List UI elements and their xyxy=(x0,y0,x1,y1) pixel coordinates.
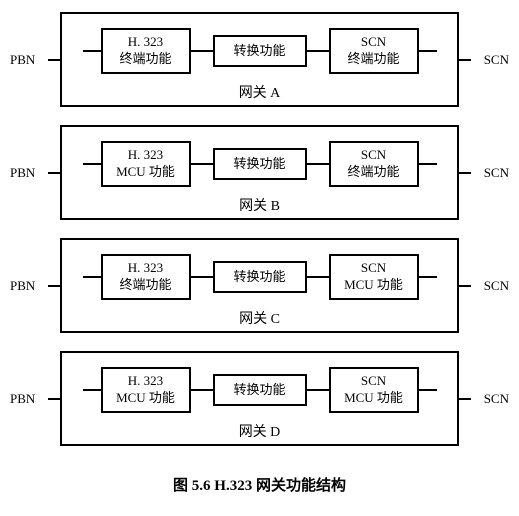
inner-line xyxy=(419,389,437,391)
inner-line xyxy=(83,276,101,278)
inner-line xyxy=(83,389,101,391)
box-text: 转换功能 xyxy=(233,43,285,60)
inner-line xyxy=(191,50,213,52)
box-text: 转换功能 xyxy=(233,382,285,399)
inner-line xyxy=(191,163,213,165)
h323-box: H. 323 终端功能 xyxy=(101,254,191,300)
gateway-label: 网关 D xyxy=(239,421,281,441)
gateway-d: H. 323 MCU 功能 转换功能 SCN MCU 功能 网关 D xyxy=(60,351,459,446)
connector-line xyxy=(48,398,60,400)
connector-line xyxy=(459,172,471,174)
gateway-label: 网关 A xyxy=(239,82,281,102)
inner-line xyxy=(419,163,437,165)
gateway-b: H. 323 MCU 功能 转换功能 SCN 终端功能 网关 B xyxy=(60,125,459,220)
gateway-boxes: H. 323 MCU 功能 转换功能 SCN MCU 功能 xyxy=(62,367,457,413)
box-text: 终端功能 xyxy=(347,164,399,181)
gateway-label: 网关 B xyxy=(239,195,280,215)
gateway-row-b: PBN H. 323 MCU 功能 转换功能 SCN 终端功能 xyxy=(10,125,509,220)
box-text: 转换功能 xyxy=(233,156,285,173)
gateway-row-d: PBN H. 323 MCU 功能 转换功能 SCN MCU 功能 xyxy=(10,351,509,446)
inner-line xyxy=(307,163,329,165)
gateway-label: 网关 C xyxy=(239,308,280,328)
box-text: MCU 功能 xyxy=(344,390,403,407)
h323-box: H. 323 MCU 功能 xyxy=(101,367,191,413)
gateway-boxes: H. 323 终端功能 转换功能 SCN 终端功能 xyxy=(62,28,457,74)
box-text: 终端功能 xyxy=(119,277,171,294)
diagram-container: PBN H. 323 终端功能 转换功能 SCN 终端功能 xyxy=(10,12,509,495)
convert-box: 转换功能 xyxy=(213,374,307,406)
convert-box: 转换功能 xyxy=(213,261,307,293)
gateway-c: H. 323 终端功能 转换功能 SCN MCU 功能 网关 C xyxy=(60,238,459,333)
inner-line xyxy=(83,50,101,52)
box-text: SCN xyxy=(361,260,386,277)
box-text: H. 323 xyxy=(128,34,163,51)
box-text: MCU 功能 xyxy=(116,390,175,407)
box-text: H. 323 xyxy=(128,260,163,277)
inner-line xyxy=(191,389,213,391)
convert-box: 转换功能 xyxy=(213,35,307,67)
h323-box: H. 323 终端功能 xyxy=(101,28,191,74)
box-text: MCU 功能 xyxy=(344,277,403,294)
box-text: SCN xyxy=(361,373,386,390)
gateway-boxes: H. 323 MCU 功能 转换功能 SCN 终端功能 xyxy=(62,141,457,187)
convert-box: 转换功能 xyxy=(213,148,307,180)
connector-line xyxy=(48,59,60,61)
box-text: SCN xyxy=(361,34,386,51)
box-text: 终端功能 xyxy=(347,51,399,68)
h323-box: H. 323 MCU 功能 xyxy=(101,141,191,187)
left-label: PBN xyxy=(10,278,48,294)
connector-line xyxy=(459,285,471,287)
box-text: H. 323 xyxy=(128,373,163,390)
right-label: SCN xyxy=(471,391,509,407)
inner-line xyxy=(307,389,329,391)
right-label: SCN xyxy=(471,278,509,294)
left-label: PBN xyxy=(10,165,48,181)
box-text: 终端功能 xyxy=(119,51,171,68)
gateway-a: H. 323 终端功能 转换功能 SCN 终端功能 网关 A xyxy=(60,12,459,107)
gateway-row-c: PBN H. 323 终端功能 转换功能 SCN MCU 功能 xyxy=(10,238,509,333)
connector-line xyxy=(48,172,60,174)
scn-box: SCN MCU 功能 xyxy=(329,367,419,413)
right-label: SCN xyxy=(471,52,509,68)
inner-line xyxy=(83,163,101,165)
box-text: 转换功能 xyxy=(233,269,285,286)
right-label: SCN xyxy=(471,165,509,181)
box-text: H. 323 xyxy=(128,147,163,164)
left-label: PBN xyxy=(10,391,48,407)
figure-caption: 图 5.6 H.323 网关功能结构 xyxy=(10,474,509,495)
scn-box: SCN 终端功能 xyxy=(329,28,419,74)
inner-line xyxy=(307,276,329,278)
left-label: PBN xyxy=(10,52,48,68)
connector-line xyxy=(48,285,60,287)
scn-box: SCN 终端功能 xyxy=(329,141,419,187)
inner-line xyxy=(419,276,437,278)
inner-line xyxy=(307,50,329,52)
gateway-boxes: H. 323 终端功能 转换功能 SCN MCU 功能 xyxy=(62,254,457,300)
connector-line xyxy=(459,398,471,400)
box-text: SCN xyxy=(361,147,386,164)
inner-line xyxy=(191,276,213,278)
connector-line xyxy=(459,59,471,61)
inner-line xyxy=(419,50,437,52)
gateway-row-a: PBN H. 323 终端功能 转换功能 SCN 终端功能 xyxy=(10,12,509,107)
scn-box: SCN MCU 功能 xyxy=(329,254,419,300)
box-text: MCU 功能 xyxy=(116,164,175,181)
